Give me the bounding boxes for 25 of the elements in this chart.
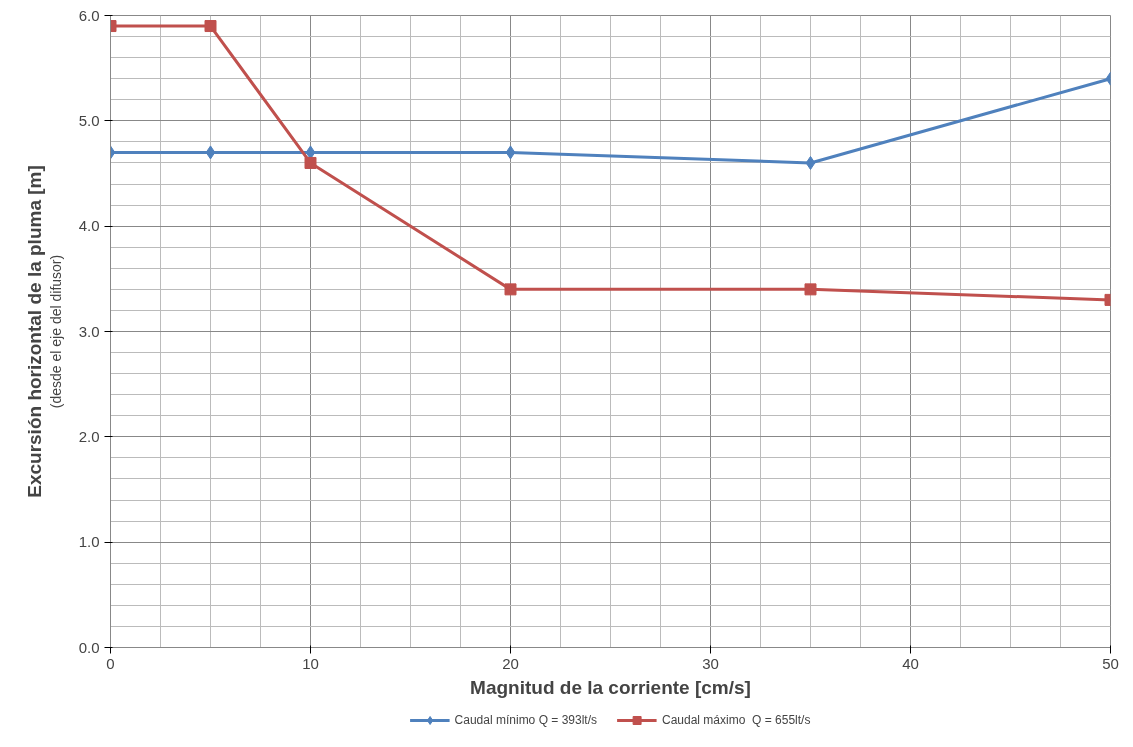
x-tick-label: 40	[902, 654, 919, 672]
y-tick-label: 2.0	[78, 427, 100, 445]
x-tick-label: 20	[502, 654, 519, 672]
y-tick-label: 3.0	[78, 322, 100, 340]
point	[304, 156, 317, 169]
x-tick-label: 30	[702, 654, 719, 672]
point	[505, 145, 516, 160]
x-tick-label: 0	[106, 654, 115, 672]
x-tick-label: 10	[302, 654, 319, 672]
point	[205, 145, 216, 160]
y-tick-label: 0.0	[78, 638, 100, 656]
y-tick-label: 1.0	[78, 533, 100, 551]
y-tick-label: 5.0	[78, 111, 100, 129]
y-axis-title: Excursión horizontal de la pluma [m]	[23, 165, 45, 498]
y-tick-label: 4.0	[78, 217, 100, 235]
point	[504, 283, 517, 296]
point	[805, 155, 816, 170]
text: (desde el eje del difusor)	[47, 254, 64, 409]
legend-label: Caudal máximo Q = 655lt/s	[662, 713, 811, 727]
x-axis-title: Magnitud de la corriente [cm/s]	[470, 676, 751, 698]
legend-label: Caudal mínimo Q = 393lt/s	[454, 713, 597, 727]
y-tick-label: 6.0	[78, 6, 100, 24]
point	[204, 20, 217, 33]
x-tick-label: 50	[1102, 654, 1119, 672]
point	[804, 283, 817, 296]
